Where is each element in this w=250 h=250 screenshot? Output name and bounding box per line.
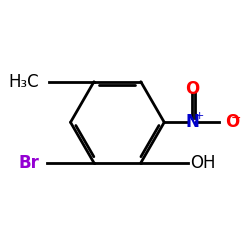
- Text: O: O: [185, 80, 199, 98]
- Text: +: +: [194, 111, 204, 121]
- Text: O: O: [225, 113, 239, 131]
- Text: N: N: [185, 113, 199, 131]
- Text: −: −: [230, 112, 241, 125]
- Text: OH: OH: [190, 154, 216, 172]
- Text: H₃C: H₃C: [8, 73, 39, 91]
- Text: Br: Br: [18, 154, 39, 172]
